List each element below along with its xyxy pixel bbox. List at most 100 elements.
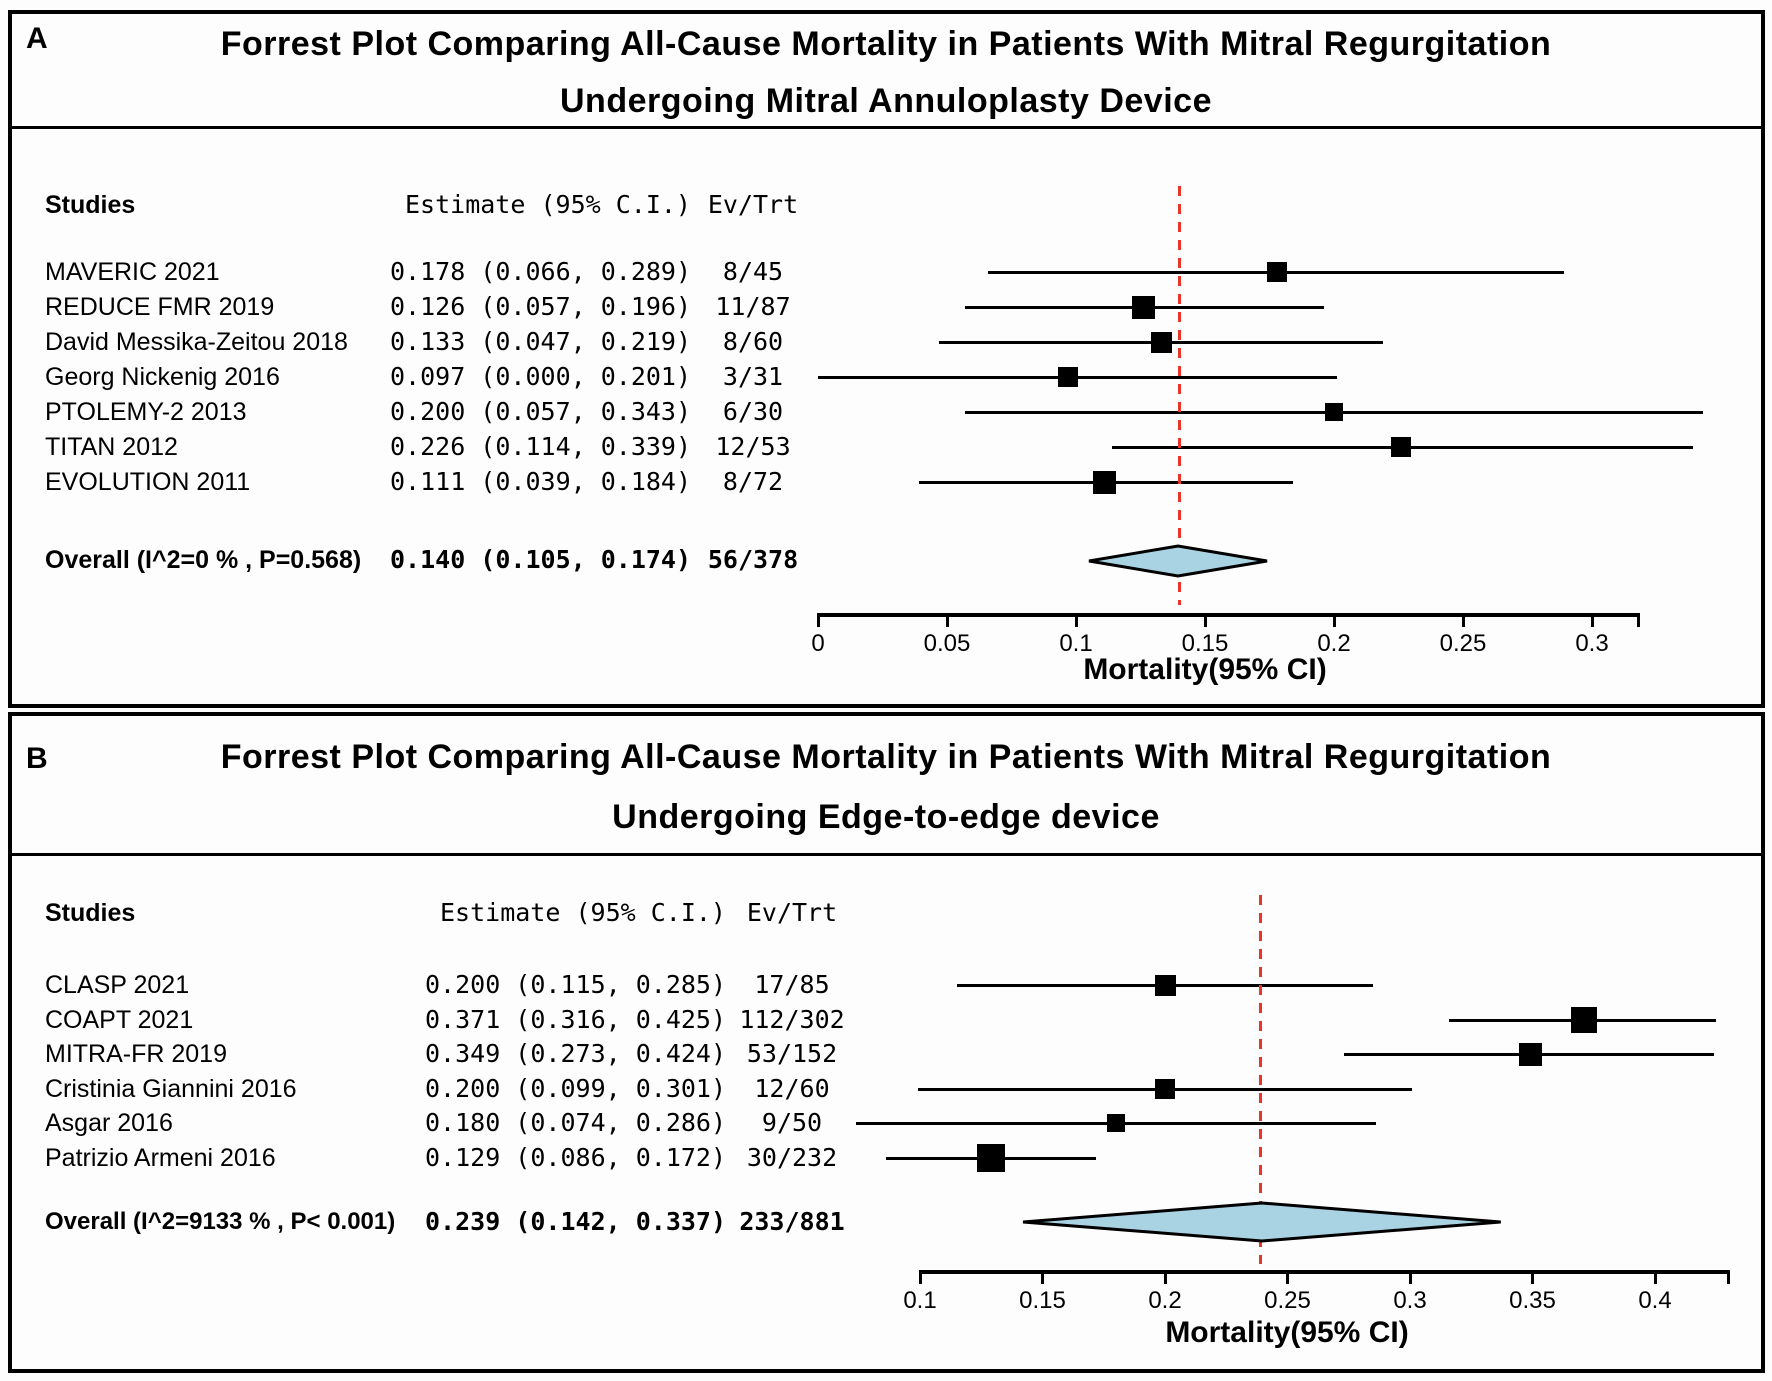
axis-line xyxy=(920,1270,1730,1274)
study-evtrt: 12/53 xyxy=(715,432,791,461)
study-estimate: 0.200 (0.115, 0.285) xyxy=(425,970,727,999)
axis-tick xyxy=(1074,613,1078,627)
panel-a-overall-evtrt: 56/378 xyxy=(707,545,799,574)
axis-tick-label: 0.4 xyxy=(1638,1287,1672,1314)
panel-a-evtrt-header: Ev/Trt xyxy=(707,190,799,219)
axis-tick-label: 0.25 xyxy=(1439,630,1487,657)
study-name: Cristinia Giannini 2016 xyxy=(45,1075,297,1103)
study-estimate: 0.133 (0.047, 0.219) xyxy=(390,327,692,356)
axis-tick xyxy=(1408,1270,1412,1284)
study-evtrt: 30/232 xyxy=(746,1143,838,1172)
panel-b-frame xyxy=(8,712,1765,1373)
effect-square xyxy=(1325,403,1343,421)
study-evtrt: 11/87 xyxy=(715,292,791,321)
reference-line xyxy=(1259,895,1263,1264)
axis-tick xyxy=(918,1270,922,1284)
axis-tick-label: 0.15 xyxy=(1181,630,1229,657)
axis-tick xyxy=(1653,1270,1657,1284)
study-estimate: 0.200 (0.099, 0.301) xyxy=(425,1074,727,1103)
panel-b-title-line1: Forrest Plot Comparing All-Cause Mortali… xyxy=(220,738,1552,776)
axis-tick xyxy=(1163,1270,1167,1284)
effect-square xyxy=(1058,367,1079,387)
study-evtrt: 8/45 xyxy=(722,257,784,286)
reference-line xyxy=(1177,186,1181,605)
panel-a-title-line1: Forrest Plot Comparing All-Cause Mortali… xyxy=(220,25,1552,63)
study-evtrt: 12/60 xyxy=(754,1074,830,1103)
axis-tick xyxy=(945,613,949,627)
axis-tick-label: 0.1 xyxy=(1059,630,1093,657)
study-estimate: 0.200 (0.057, 0.343) xyxy=(390,397,692,426)
study-evtrt: 9/50 xyxy=(761,1108,823,1137)
study-evtrt: 53/152 xyxy=(746,1039,838,1068)
effect-square xyxy=(977,1144,1006,1172)
study-name: EVOLUTION 2011 xyxy=(45,468,251,496)
axis-tick-label: 0.15 xyxy=(1019,1287,1066,1314)
panel-a-title-line2: Undergoing Mitral Annuloplasty Device xyxy=(560,82,1212,120)
panel-a-estimate-header: Estimate (95% C.I.) xyxy=(405,190,691,219)
study-estimate: 0.178 (0.066, 0.289) xyxy=(390,257,692,286)
axis-tick xyxy=(816,613,820,627)
panel-b-title-divider xyxy=(10,853,1763,856)
study-name: Asgar 2016 xyxy=(45,1109,173,1137)
study-estimate: 0.097 (0.000, 0.201) xyxy=(390,362,692,391)
panel-b-label: B xyxy=(26,742,48,775)
effect-square xyxy=(1518,1042,1542,1066)
panel-a-frame xyxy=(8,10,1765,708)
study-evtrt: 8/72 xyxy=(722,467,784,496)
axis-tick xyxy=(1286,1270,1289,1284)
effect-square xyxy=(1154,974,1176,996)
panel-a-studies-header: Studies xyxy=(45,191,136,219)
effect-square xyxy=(1391,437,1412,457)
axis-tick-label: 0.1 xyxy=(903,1287,937,1314)
axis-tick-label: 0.2 xyxy=(1148,1287,1182,1314)
effect-square xyxy=(1107,1114,1125,1132)
panel-b-studies-header: Studies xyxy=(45,899,136,927)
effect-square xyxy=(1267,262,1288,282)
panel-b-overall-estimate: 0.239 (0.142, 0.337) xyxy=(425,1207,727,1236)
effect-square xyxy=(1092,470,1116,494)
panel-b-overall-label: Overall (I^2=9133 % , P< 0.001) xyxy=(45,1208,396,1235)
effect-square xyxy=(1570,1007,1597,1033)
axis-tick xyxy=(1531,1270,1534,1284)
axis-tick-label: 0.25 xyxy=(1264,1287,1311,1314)
axis-tick xyxy=(1332,613,1336,627)
effect-square xyxy=(1131,295,1155,319)
axis-line xyxy=(818,613,1640,617)
panel-a-label: A xyxy=(26,22,48,55)
effect-square xyxy=(1150,331,1172,353)
summary-diamond xyxy=(1088,544,1268,578)
study-estimate: 0.180 (0.074, 0.286) xyxy=(425,1108,727,1137)
effect-square xyxy=(1155,1079,1175,1099)
axis-tick-label: 0 xyxy=(811,630,825,657)
panel-b-title-line2: Undergoing Edge-to-edge device xyxy=(612,798,1160,836)
study-evtrt: 3/31 xyxy=(722,362,784,391)
study-name: MITRA-FR 2019 xyxy=(45,1040,227,1068)
panel-a-title-divider xyxy=(10,126,1763,129)
study-name: MAVERIC 2021 xyxy=(45,258,220,286)
panel-a-overall-estimate: 0.140 (0.105, 0.174) xyxy=(390,545,692,574)
axis-tick-label: 0.2 xyxy=(1317,630,1351,657)
axis-end-cap xyxy=(1637,613,1640,627)
panel-a-overall-label: Overall (I^2=0 % , P=0.568) xyxy=(45,546,362,574)
study-name: TITAN 2012 xyxy=(45,433,178,461)
study-estimate: 0.349 (0.273, 0.424) xyxy=(425,1039,727,1068)
panel-a-axis-title: Mortality(95% CI) xyxy=(1083,653,1327,686)
study-name: David Messika-Zeitou 2018 xyxy=(45,328,348,356)
axis-tick-label: 0.35 xyxy=(1509,1287,1556,1314)
study-evtrt: 8/60 xyxy=(722,327,784,356)
axis-tick xyxy=(1203,613,1207,627)
axis-end-cap xyxy=(1727,1270,1730,1284)
study-estimate: 0.226 (0.114, 0.339) xyxy=(390,432,692,461)
axis-tick-label: 0.3 xyxy=(1575,630,1609,657)
panel-b-axis-title: Mortality(95% CI) xyxy=(1165,1316,1409,1349)
study-estimate: 0.126 (0.057, 0.196) xyxy=(390,292,692,321)
study-estimate: 0.371 (0.316, 0.425) xyxy=(425,1005,727,1034)
study-name: CLASP 2021 xyxy=(45,971,190,999)
study-evtrt: 17/85 xyxy=(754,970,830,999)
study-evtrt: 112/302 xyxy=(739,1005,845,1034)
axis-tick-label: 0.3 xyxy=(1393,1287,1427,1314)
study-name: REDUCE FMR 2019 xyxy=(45,293,275,321)
study-estimate: 0.111 (0.039, 0.184) xyxy=(390,467,692,496)
panel-b-overall-evtrt: 233/881 xyxy=(739,1207,845,1236)
